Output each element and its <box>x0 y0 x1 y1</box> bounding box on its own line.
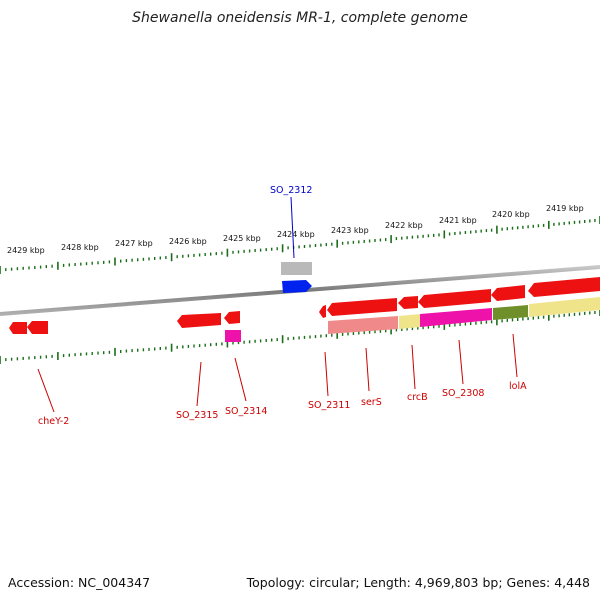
lower-scale-ticks <box>0 308 600 364</box>
gene-label-so-2311[interactable]: SO_2311 <box>308 400 350 411</box>
gray-feature[interactable] <box>281 262 312 275</box>
so-2312-leader <box>290 196 295 259</box>
gene-so-2314-arrow[interactable] <box>224 311 240 324</box>
gene-label-lolA[interactable]: lolA <box>509 381 527 392</box>
scale-label: 2424 kbp <box>277 230 315 239</box>
scale-label: 2421 kbp <box>439 216 477 225</box>
scale-label: 2429 kbp <box>7 246 45 255</box>
scale-label: 2419 kbp <box>546 204 584 213</box>
gene-label-serS[interactable]: serS <box>361 397 382 408</box>
so-2311-leader <box>324 351 329 397</box>
gene-crcB-arrow[interactable] <box>418 289 491 308</box>
gene-label-so-2308[interactable]: SO_2308 <box>442 388 484 399</box>
gene-label-so-2315[interactable]: SO_2315 <box>176 410 218 421</box>
gene-small-arrow[interactable] <box>319 305 326 318</box>
scale-label: 2422 kbp <box>385 221 423 230</box>
so-2308-leader <box>458 339 464 385</box>
so-2315-leader <box>196 361 202 407</box>
map-title: Shewanella oneidensis MR-1, complete gen… <box>132 10 468 26</box>
gene-so-2315-arrow[interactable] <box>177 313 221 328</box>
gene-label-cheY-2[interactable]: cheY-2 <box>38 416 69 427</box>
accession-text: Accession: NC_004347 <box>8 575 151 590</box>
gene-label-so-2312[interactable]: SO_2312 <box>270 185 312 196</box>
magenta-bar[interactable] <box>420 308 492 327</box>
gene-label-so-2314[interactable]: SO_2314 <box>225 406 267 417</box>
gene-cheY-2-arrow[interactable] <box>27 321 48 334</box>
scale-label: 2427 kbp <box>115 239 153 248</box>
gene-arrow[interactable] <box>9 322 27 334</box>
salmon-bar[interactable] <box>328 316 398 334</box>
crcB-leader <box>411 344 416 390</box>
gene-label-crcB[interactable]: crcB <box>407 392 428 403</box>
olive-bar[interactable] <box>493 305 528 320</box>
gene-so-2312-arrow[interactable] <box>282 280 312 293</box>
scale-label: 2426 kbp <box>169 237 207 246</box>
gene-lolA-arrow[interactable] <box>528 277 600 297</box>
gene-so-2308-arrow[interactable] <box>491 285 525 301</box>
scale-labels: 2429 kbp 2428 kbp 2427 kbp 2426 kbp 2425… <box>7 204 584 255</box>
topology-text: Topology: circular; Length: 4,969,803 bp… <box>246 575 590 590</box>
khaki-bar[interactable] <box>399 314 420 329</box>
serS-leader <box>365 347 370 392</box>
gene-serS-arrow[interactable] <box>398 296 418 309</box>
lolA-leader <box>512 333 518 378</box>
scale-label: 2425 kbp <box>223 234 261 243</box>
so-2314-leader <box>234 357 247 402</box>
scale-label: 2423 kbp <box>331 226 369 235</box>
so-2314-magenta-bar[interactable] <box>225 330 241 342</box>
scale-label: 2428 kbp <box>61 243 99 252</box>
upper-scale-ticks <box>0 216 600 274</box>
khaki-bar-right[interactable] <box>529 297 600 317</box>
gene-so-2311-arrow[interactable] <box>327 298 397 316</box>
genome-backbone <box>0 265 600 316</box>
scale-label: 2420 kbp <box>492 210 530 219</box>
cheY-2-leader <box>37 368 55 413</box>
